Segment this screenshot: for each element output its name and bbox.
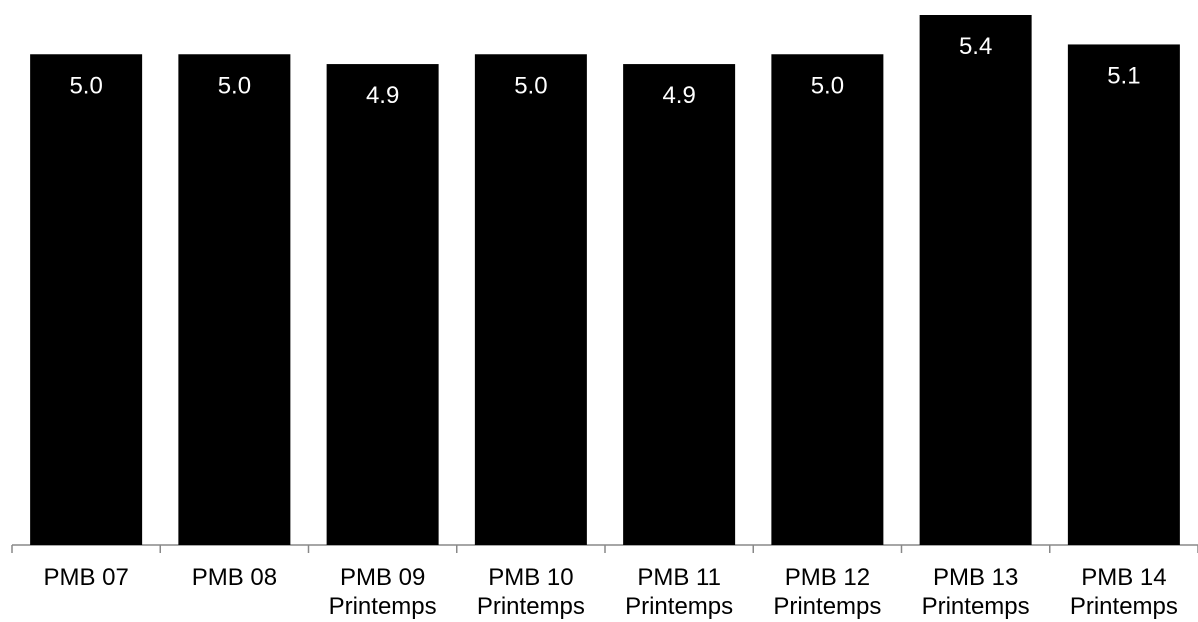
bar xyxy=(919,15,1032,545)
bar-value-label: 5.0 xyxy=(811,72,844,99)
bar xyxy=(30,54,143,546)
category-label: PMB 12 xyxy=(785,564,870,591)
category-label: Printemps xyxy=(329,593,437,620)
category-label: PMB 14 xyxy=(1081,564,1166,591)
category-label: PMB 08 xyxy=(192,564,277,591)
bar xyxy=(178,54,291,546)
category-label: Printemps xyxy=(922,593,1030,620)
bar-value-label: 4.9 xyxy=(662,82,695,109)
bar-value-label: 5.1 xyxy=(1107,62,1140,89)
bar xyxy=(771,54,884,546)
category-label: PMB 09 xyxy=(340,564,425,591)
category-label: PMB 13 xyxy=(933,564,1018,591)
category-label: PMB 11 xyxy=(637,564,721,591)
bar-value-label: 5.0 xyxy=(218,72,251,99)
category-label: Printemps xyxy=(625,593,733,620)
category-label: Printemps xyxy=(1070,593,1178,620)
x-axis-ticks xyxy=(11,545,1198,553)
category-label: PMB 07 xyxy=(43,564,128,591)
bar-value-label: 5.0 xyxy=(514,72,547,99)
bar-value-label: 5.0 xyxy=(69,72,102,99)
bar-value-label: 5.4 xyxy=(959,33,992,60)
bar xyxy=(1067,44,1180,545)
bar xyxy=(326,64,439,546)
bar xyxy=(623,64,736,546)
bar xyxy=(474,54,587,546)
category-label: Printemps xyxy=(477,593,585,620)
bar-series xyxy=(30,15,1180,546)
bar-value-label: 4.9 xyxy=(366,82,399,109)
category-label: Printemps xyxy=(773,593,881,620)
bar-value-labels: 5.0 5.0 4.9 5.0 4.9 5.0 5.4 5.1 xyxy=(69,33,1140,109)
category-label: PMB 10 xyxy=(488,564,573,591)
